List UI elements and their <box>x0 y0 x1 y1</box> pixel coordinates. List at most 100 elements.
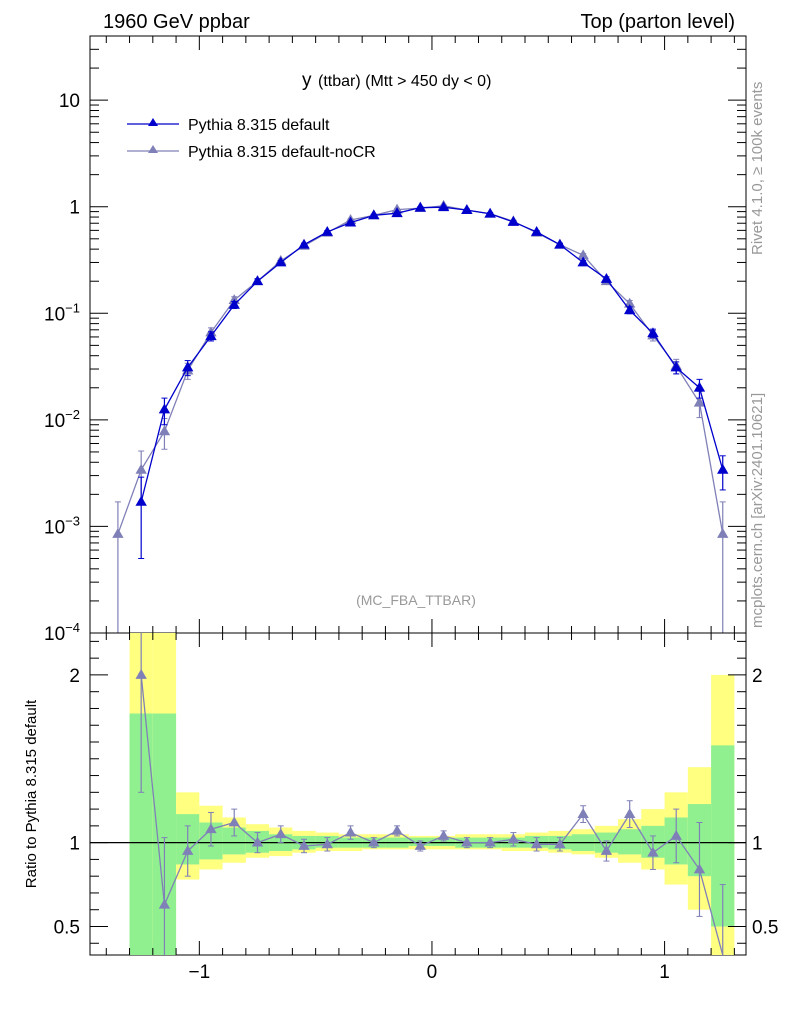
data-point <box>577 256 589 267</box>
data-point <box>158 425 171 436</box>
ratio-y-tick-label-left-1: 1 <box>69 834 80 855</box>
ratio-point <box>391 824 403 835</box>
data-point <box>623 304 636 315</box>
analysis-watermark: (MC_FBA_TTBAR) <box>356 592 476 608</box>
ratio-point <box>135 668 147 679</box>
ratio-point <box>623 808 636 819</box>
legend-entry-nocr: Pythia 8.315 default-noCR <box>127 144 376 161</box>
ratio-point <box>484 836 496 847</box>
mcplots-label: mcplots.cern.ch [arXiv:2401.10621] <box>749 393 766 628</box>
ratio-band-green <box>618 829 642 855</box>
ratio-band-green <box>431 837 456 846</box>
data-point <box>670 361 682 372</box>
data-point <box>112 527 124 538</box>
ratio-y-tick-label-right-2: 2 <box>752 666 763 687</box>
data-point <box>623 297 636 308</box>
data-point <box>251 275 264 286</box>
ratio-panel: 0.5 0.5 1 1 2 2 −1 0 1 Ratio to Pythia 8.315 def… <box>23 632 778 983</box>
legend-marker-nocr <box>148 145 158 153</box>
ratio-point <box>251 836 264 847</box>
ratio-point <box>344 826 357 837</box>
data-point <box>205 330 217 341</box>
ratio-y-tick-label-left-2: 2 <box>69 666 80 687</box>
data-point <box>414 201 427 212</box>
data-point <box>135 495 147 506</box>
x-tick-label-1: 0 <box>427 962 438 983</box>
data-point <box>693 396 706 407</box>
ratio-y-tick-label-left-0: 0.5 <box>54 917 80 938</box>
y-tick-label-5: 10 <box>59 91 80 112</box>
ratio-band-green <box>129 713 153 955</box>
data-point <box>437 201 450 212</box>
data-point <box>530 225 543 236</box>
legend: Pythia 8.315 default Pythia 8.315 defaul… <box>127 117 376 161</box>
data-point <box>484 207 496 218</box>
data-point <box>344 216 357 227</box>
plot-title-variable: y <box>302 70 312 91</box>
y-tick-label-0: 10−4 <box>44 620 80 645</box>
data-point <box>135 463 147 474</box>
data-point <box>554 238 566 249</box>
ratio-point <box>182 845 194 855</box>
plot-title-description: (ttbar) (Mtt > 450 dy < 0) <box>318 73 491 90</box>
x-tick-label-0: −1 <box>188 962 210 983</box>
data-point <box>717 463 729 474</box>
data-point <box>717 527 729 538</box>
ratio-point <box>554 838 566 849</box>
y-tick-label-1: 10−3 <box>44 513 80 538</box>
legend-label-default: Pythia 8.315 default <box>188 117 330 134</box>
ratio-point <box>670 829 682 840</box>
ratio-point <box>414 839 427 850</box>
data-point <box>600 272 613 283</box>
ratio-y-tick-label-right-1: 1 <box>752 834 763 855</box>
series-line <box>140 206 724 503</box>
main-data <box>112 199 729 633</box>
data-point <box>275 256 287 267</box>
ratio-point <box>693 863 706 874</box>
legend-marker-default <box>148 118 158 126</box>
header-left: 1960 GeV ppbar <box>103 11 250 33</box>
ratio-band-green <box>222 827 246 855</box>
data-point <box>228 298 240 309</box>
ratio-point <box>577 808 589 819</box>
ratio-point <box>461 836 473 847</box>
ratio-point <box>158 898 171 909</box>
main-frame <box>89 35 747 634</box>
rivet-label: Rivet 4.1.0, ≥ 100k events <box>749 82 766 255</box>
ratio-point <box>205 823 217 834</box>
data-point <box>461 204 473 214</box>
y-tick-label-3: 10−1 <box>44 300 80 325</box>
data-point <box>391 207 403 218</box>
ratio-point <box>321 838 333 849</box>
ratio-point <box>275 828 287 839</box>
ratio-point <box>530 838 543 849</box>
data-point <box>577 249 589 260</box>
main-ticks: 10−4 10−3 10−2 10−1 1 10 <box>44 35 746 645</box>
main-panel: 10−4 10−3 10−2 10−1 1 10 y (ttbar) (Mtt > 450… <box>44 35 747 645</box>
ratio-band-green <box>711 745 735 927</box>
ratio-data <box>135 633 726 956</box>
ratio-point <box>507 833 520 844</box>
x-tick-label-2: 1 <box>659 962 670 983</box>
ratio-point <box>647 846 659 857</box>
data-point <box>321 225 333 236</box>
legend-label-nocr: Pythia 8.315 default-noCR <box>188 144 376 161</box>
ratio-point <box>437 829 450 840</box>
ratio-band-green <box>152 713 177 955</box>
ratio-point <box>228 816 240 827</box>
y-tick-label-2: 10−2 <box>44 407 80 432</box>
ratio-ylabel: Ratio to Pythia 8.315 default <box>23 699 40 888</box>
ratio-ticks: 0.5 0.5 1 1 2 2 −1 0 1 <box>54 633 778 983</box>
ratio-point <box>600 845 613 855</box>
data-point <box>368 209 380 220</box>
data-point <box>298 238 310 249</box>
legend-entry-default: Pythia 8.315 default <box>127 117 330 134</box>
ratio-y-tick-label-right-0: 0.5 <box>752 917 778 938</box>
data-point <box>693 381 706 392</box>
data-point <box>182 361 194 372</box>
data-point <box>647 327 659 338</box>
data-point <box>507 215 520 226</box>
y-tick-label-4: 1 <box>69 198 80 219</box>
ratio-point <box>298 839 310 850</box>
